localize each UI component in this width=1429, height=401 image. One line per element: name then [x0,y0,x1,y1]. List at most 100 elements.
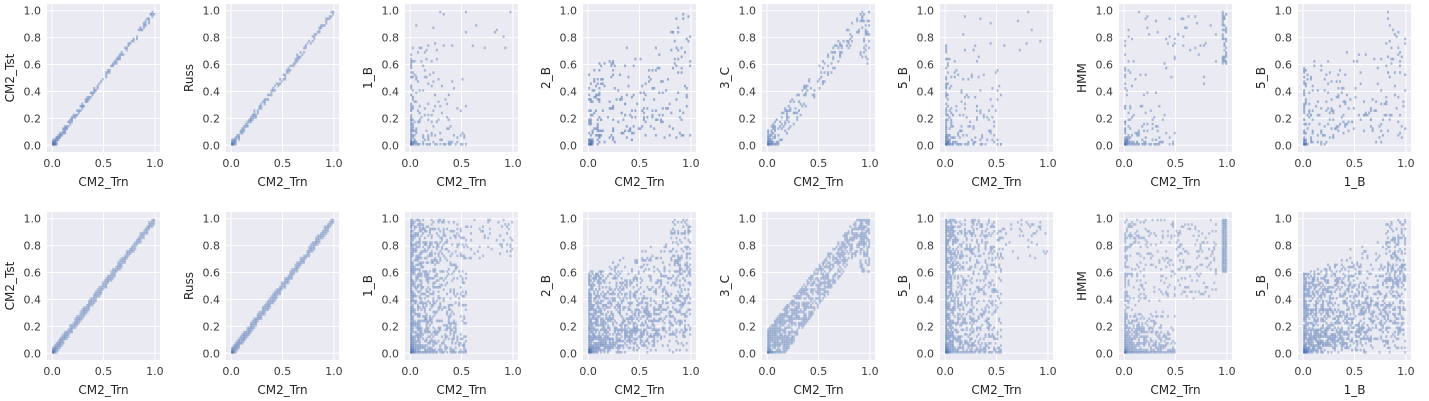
histogram-bin [866,30,869,34]
histogram-bin [644,312,647,316]
histogram-bin [596,335,599,338]
histogram-bin [62,129,65,133]
histogram-bin [141,234,144,237]
histogram-bin [589,346,592,350]
histogram-bin [1189,48,1192,52]
histogram-bin [794,301,797,305]
histogram-bin [863,46,866,50]
histogram-bin [413,348,416,352]
histogram-bin [677,261,680,264]
histogram-bin [447,315,450,318]
y-tick-label: 0.0 [739,347,757,360]
histogram-bin [868,33,871,36]
histogram-bin [654,281,657,285]
histogram-bin [589,292,592,296]
histogram-bin [428,227,431,231]
histogram-bin [430,339,433,343]
histogram-bin [466,245,469,249]
histogram-bin [832,247,835,251]
histogram-bin [234,346,237,350]
histogram-bin [594,301,597,305]
histogram-bin [459,134,462,137]
y-tick-label: 0.4 [24,85,42,98]
histogram-bin [415,333,418,336]
histogram-bin [641,333,644,336]
histogram-bin [636,330,639,334]
histogram-bin [639,57,642,61]
histogram-bin [593,333,596,336]
histogram-bin [416,344,419,347]
histogram-bin [608,315,611,318]
histogram-bin [603,346,606,350]
histogram-bin [411,308,414,311]
histogram-bin [1390,62,1393,65]
histogram-bin [946,82,949,86]
histogram-bin [148,227,151,231]
histogram-bin [596,294,599,298]
histogram-bin [589,337,592,341]
y-axis-label: 5_B [1254,67,1268,89]
histogram-bin [588,86,591,90]
histogram-bin [808,297,811,300]
histogram-bin [591,277,594,280]
histogram-bin [1347,129,1350,133]
histogram-bin [641,125,644,128]
histogram-bin [452,86,455,90]
histogram-bin [654,319,657,323]
histogram-bin [644,344,647,347]
histogram-bin [1400,125,1403,128]
histogram-bin [804,306,807,309]
histogram-bin [100,292,103,296]
histogram-bin [622,131,625,135]
histogram-bin [840,250,843,253]
x-tick-label: 0.0 [401,157,419,170]
histogram-bin [606,116,609,119]
histogram-bin [588,319,591,323]
histogram-bin [430,120,433,124]
histogram-bin [854,236,857,240]
histogram-bin [1148,33,1151,36]
histogram-bin [1354,95,1357,99]
histogram-bin [589,308,592,311]
histogram-bin [677,229,680,233]
histogram-bin [57,138,60,142]
histogram-bin [273,297,276,300]
histogram-bin [666,277,669,280]
histogram-bin [423,297,426,300]
histogram-bin [644,339,647,343]
histogram-bin [818,268,821,271]
histogram-bin [598,93,601,97]
histogram-bin [442,342,445,345]
histogram-bin [410,53,413,56]
histogram-bin [418,328,421,332]
histogram-bin [437,227,440,231]
histogram-bin [442,279,445,282]
histogram-bin [603,294,606,298]
histogram-bin [428,319,431,323]
histogram-bin [945,272,948,276]
histogram-bin [772,140,775,144]
histogram-bin [410,102,413,106]
histogram-bin [1039,39,1042,43]
histogram-bin [418,321,421,325]
histogram-bin [839,254,842,258]
histogram-bin [601,82,604,86]
histogram-bin [632,286,635,289]
histogram-bin [475,24,478,27]
histogram-bin [661,344,664,347]
histogram-bin [639,265,642,269]
histogram-bin [861,265,864,269]
histogram-bin [828,270,831,273]
histogram-bin [454,250,457,253]
histogram-bin [463,256,466,260]
histogram-bin [618,290,621,294]
histogram-bin [1402,100,1405,103]
histogram-bin [617,344,620,347]
histogram-bin [965,116,968,119]
histogram-bin [423,306,426,309]
histogram-bin [270,297,273,300]
histogram-bin [833,44,836,47]
histogram-bin [827,292,830,296]
histogram-bin [598,91,601,94]
histogram-bin [605,337,608,341]
